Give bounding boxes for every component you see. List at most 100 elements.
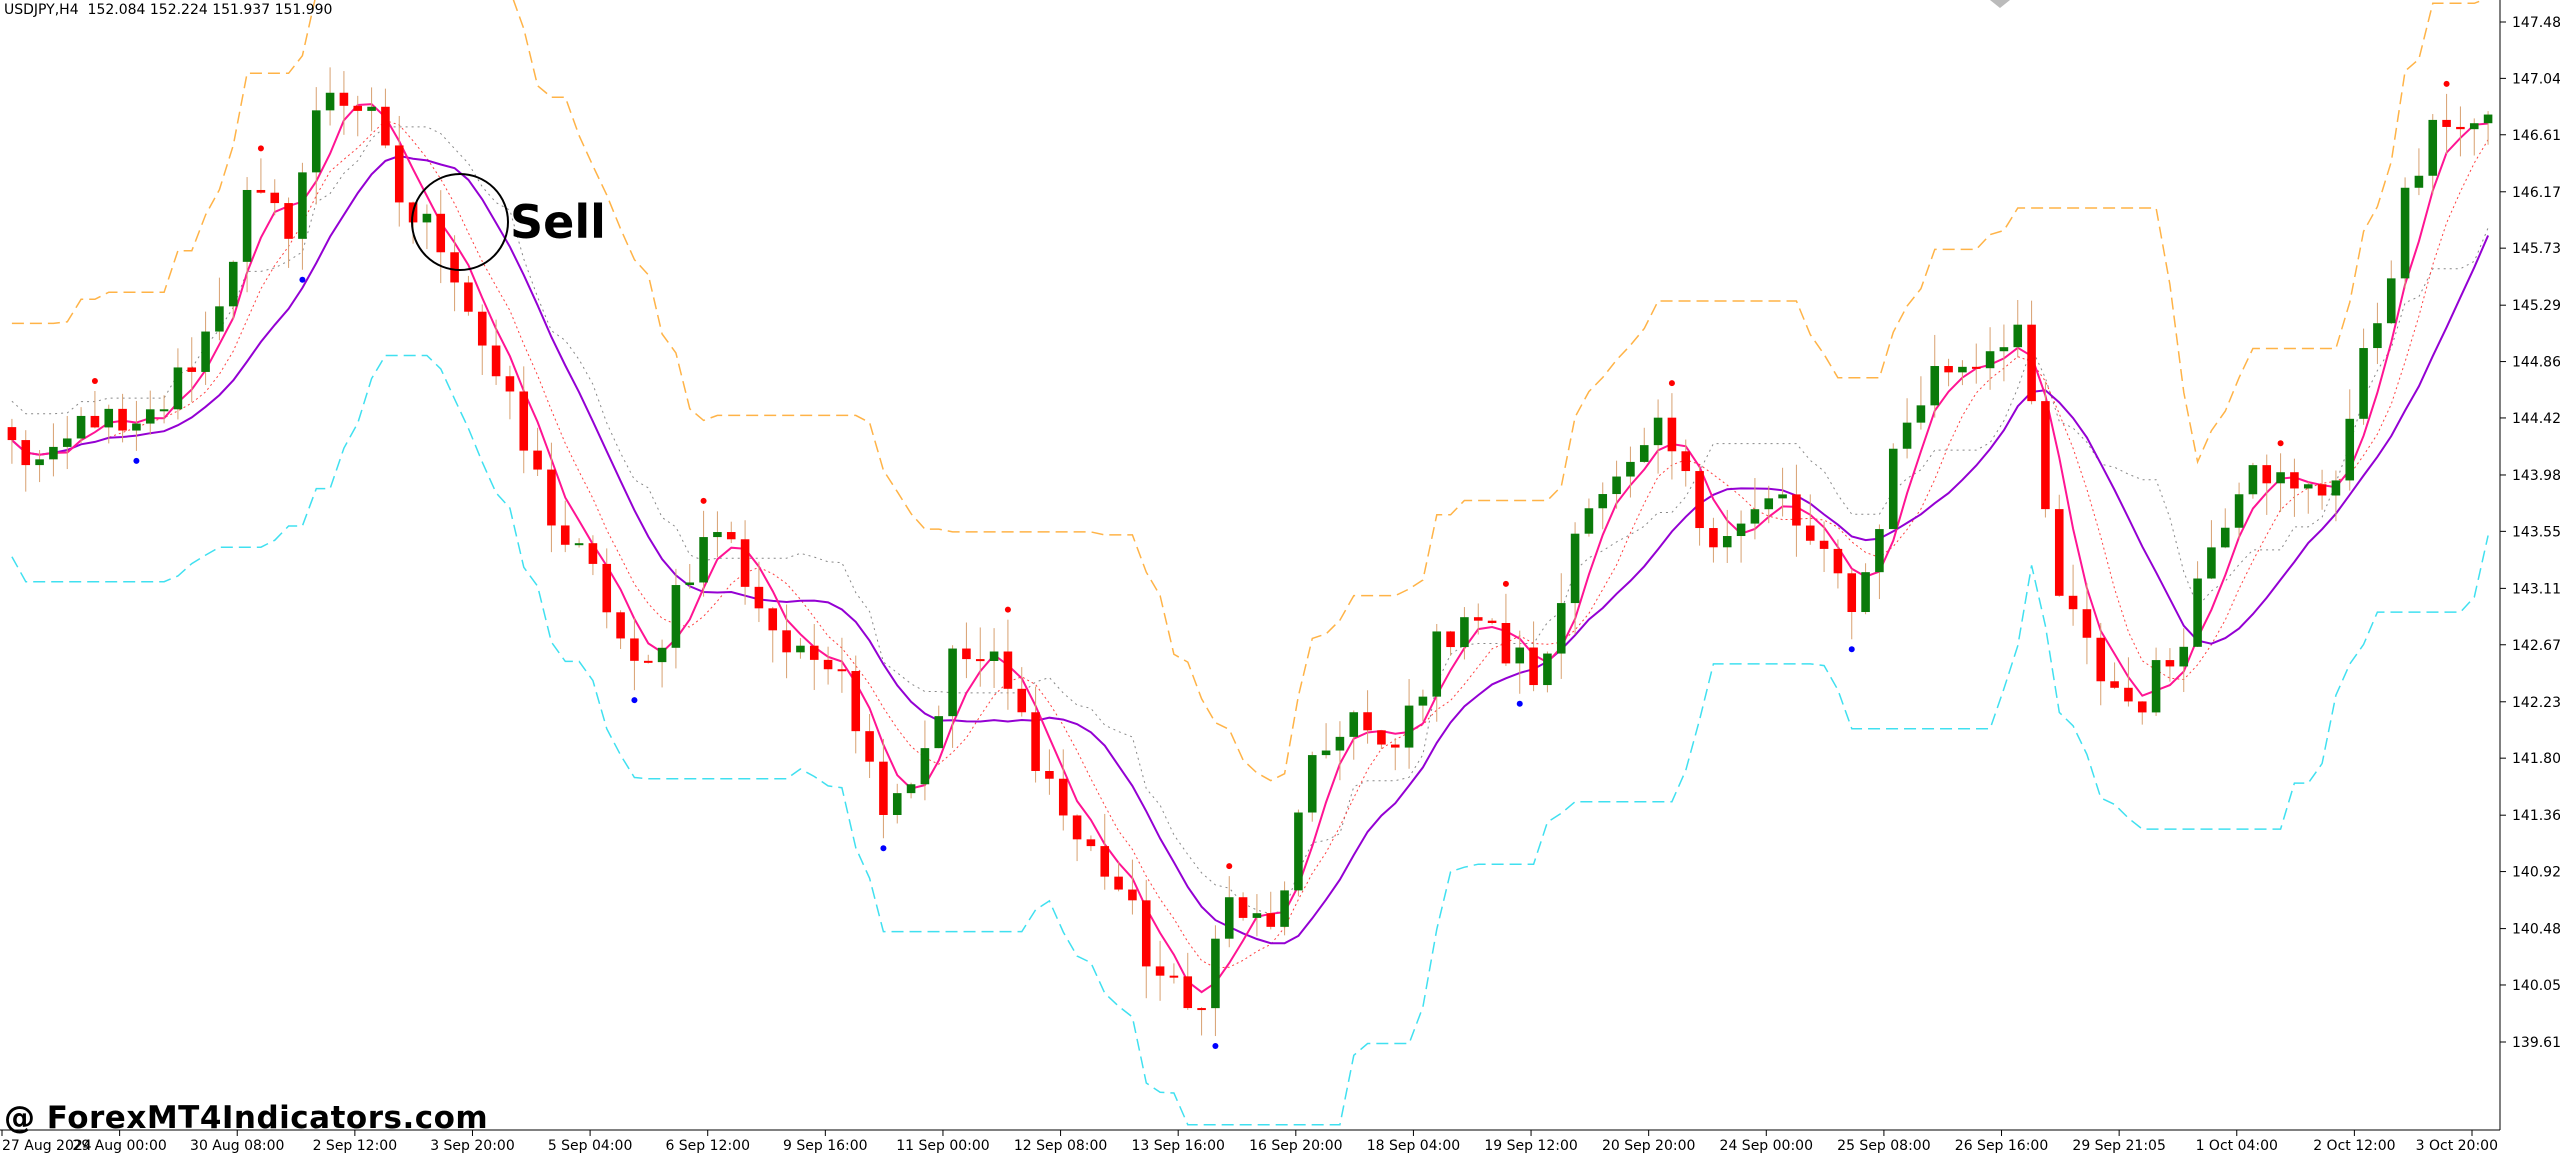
ohlc-values: 152.084 152.224 151.937 151.990 (87, 2, 333, 18)
bull-candle (1294, 812, 1303, 891)
x-tick-label: 5 Sep 04:00 (548, 1138, 633, 1154)
bear-candle (1141, 900, 1151, 967)
bull-candle (2276, 472, 2285, 484)
bear-candle (2456, 126, 2465, 130)
y-tick-label: 142.235 (2512, 695, 2560, 711)
sell-label: Sell (510, 195, 606, 249)
bear-candle (118, 408, 127, 431)
bull-candle (1958, 366, 1967, 373)
sell-annotation: Sell (411, 173, 606, 271)
x-tick-label: 25 Sep 08:00 (1837, 1138, 1930, 1154)
bull-candle (1778, 494, 1787, 499)
bear-candle (1833, 548, 1843, 574)
bear-candle (1390, 744, 1400, 748)
bear-candle (1681, 451, 1691, 472)
high-signal-dot (2443, 80, 2450, 87)
bear-candle (1473, 617, 1483, 621)
x-tick-label: 29 Aug 00:00 (72, 1138, 166, 1154)
bear-candle (975, 659, 985, 662)
y-tick-label: 143.550 (2512, 524, 2560, 540)
bull-candle (76, 415, 86, 439)
y-tick-label: 140.925 (2512, 865, 2560, 881)
bear-candle (1377, 730, 1386, 745)
bull-candle (2207, 547, 2216, 579)
bull-candle (1888, 448, 1898, 530)
bull-candle (657, 647, 667, 663)
bull-candle (1764, 498, 1774, 510)
red-dotted-line (11, 120, 2489, 969)
bear-candle (90, 415, 100, 428)
bull-candle (671, 585, 681, 648)
bear-candle (616, 612, 625, 639)
bull-candle (2469, 123, 2479, 130)
bull-candle (2179, 646, 2189, 667)
bear-candle (1169, 975, 1179, 978)
y-tick-label: 140.050 (2512, 978, 2560, 994)
low-signal-dot (133, 457, 140, 464)
bull-candle (159, 409, 169, 412)
bear-candle (768, 608, 778, 631)
x-tick-label: 26 Sep 16:00 (1955, 1138, 2048, 1154)
sell-circle (411, 173, 509, 271)
bear-candle (450, 252, 459, 283)
bull-candle (1404, 705, 1414, 748)
high-signal-dot (91, 378, 98, 385)
bear-candle (2082, 609, 2092, 638)
bear-candle (533, 450, 542, 470)
bull-candle (1460, 617, 1469, 648)
bear-candle (865, 731, 874, 762)
bear-candle (1128, 889, 1137, 901)
bear-candle (436, 213, 446, 253)
bull-candle (35, 459, 44, 466)
high-signal-dot (2277, 440, 2284, 447)
bear-candle (782, 630, 791, 653)
y-tick-label: 142.675 (2512, 638, 2560, 654)
bull-candle (104, 408, 114, 428)
bear-candle (1183, 976, 1193, 1009)
low-signal-dot (1212, 1043, 1219, 1050)
bear-candle (187, 367, 197, 372)
bull-candle (1584, 508, 1594, 534)
x-tick-label: 27 Aug 2024 (2, 1138, 92, 1154)
bear-candle (519, 391, 529, 451)
bear-candle (2124, 687, 2133, 702)
bull-candle (1543, 653, 1552, 686)
bear-candle (630, 638, 639, 661)
x-tick-label: 9 Sep 16:00 (783, 1138, 868, 1154)
bear-candle (1100, 846, 1110, 877)
bear-candle (1487, 620, 1497, 624)
lower-band-line (11, 354, 2489, 1126)
x-tick-label: 6 Sep 12:00 (665, 1138, 750, 1154)
bear-candle (2137, 701, 2147, 713)
bear-candle (2068, 595, 2078, 610)
bear-candle (1501, 623, 1511, 664)
bear-candle (2054, 509, 2064, 596)
bear-candle (2262, 465, 2272, 484)
bear-candle (353, 105, 363, 111)
bear-candle (7, 427, 17, 441)
x-tick-label: 13 Sep 16:00 (1131, 1138, 1224, 1154)
bull-candle (1224, 897, 1234, 939)
bull-candle (685, 582, 695, 586)
bull-candle (699, 537, 708, 583)
bull-candle (242, 189, 252, 262)
candles (7, 67, 2493, 1037)
bear-candle (270, 192, 280, 204)
x-tick-label: 18 Sep 04:00 (1367, 1138, 1460, 1154)
bear-candle (879, 761, 888, 815)
bear-candle (2290, 472, 2299, 489)
high-signal-dot (1668, 380, 1675, 387)
bear-candle (464, 282, 473, 312)
bull-candle (2359, 348, 2368, 419)
bear-candle (2096, 637, 2106, 682)
bear-candle (547, 469, 556, 526)
watermark: @ ForexMT4Indicators.com (4, 1100, 489, 1136)
bear-candle (2165, 660, 2175, 667)
bear-candle (1045, 770, 1054, 779)
chart-shift-marker-icon[interactable] (1990, 0, 2010, 8)
bull-candle (796, 645, 805, 653)
bull-candle (2151, 660, 2161, 713)
low-signal-dot (1516, 700, 1523, 707)
